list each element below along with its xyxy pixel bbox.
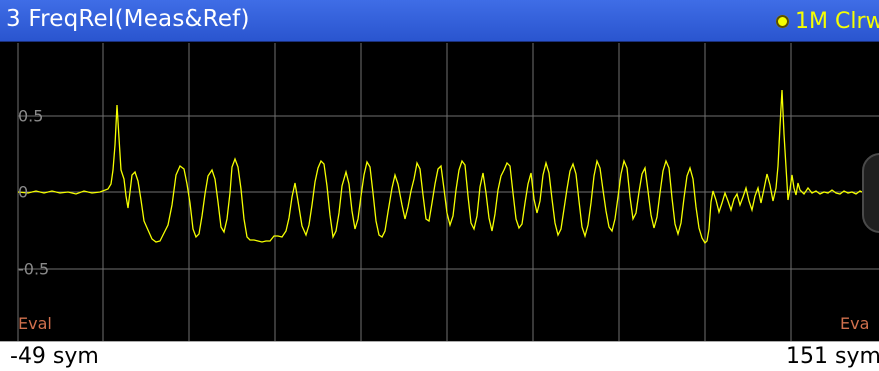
plot-svg [0, 43, 879, 341]
eval-marker-right: Eva [840, 314, 870, 333]
y-tick-0.5: 0.5 [18, 106, 44, 126]
window-titlebar[interactable]: 3 FreqRel(Meas&Ref) 1M Clrw [0, 0, 879, 42]
x-start-label: -49 sym [10, 344, 99, 369]
eval-marker-left: Eval [18, 314, 52, 333]
y-tick-minus-0.5: -0.5 [18, 259, 50, 279]
plot-area[interactable]: 0.5 0 -0.5 Eval Eva [0, 43, 879, 341]
trace-legend[interactable]: 1M Clrw [776, 6, 879, 36]
x-end-label: 151 sym [786, 344, 879, 369]
trace-waveform [17, 89, 879, 245]
x-axis-footer: -49 sym 151 sym [0, 341, 879, 371]
trace-label: 1M Clrw [795, 8, 879, 34]
y-tick-0: 0 [18, 182, 29, 202]
window-title: 3 FreqRel(Meas&Ref) [6, 6, 250, 32]
scroll-handle[interactable] [862, 153, 879, 233]
trace-indicator-icon [776, 14, 789, 28]
